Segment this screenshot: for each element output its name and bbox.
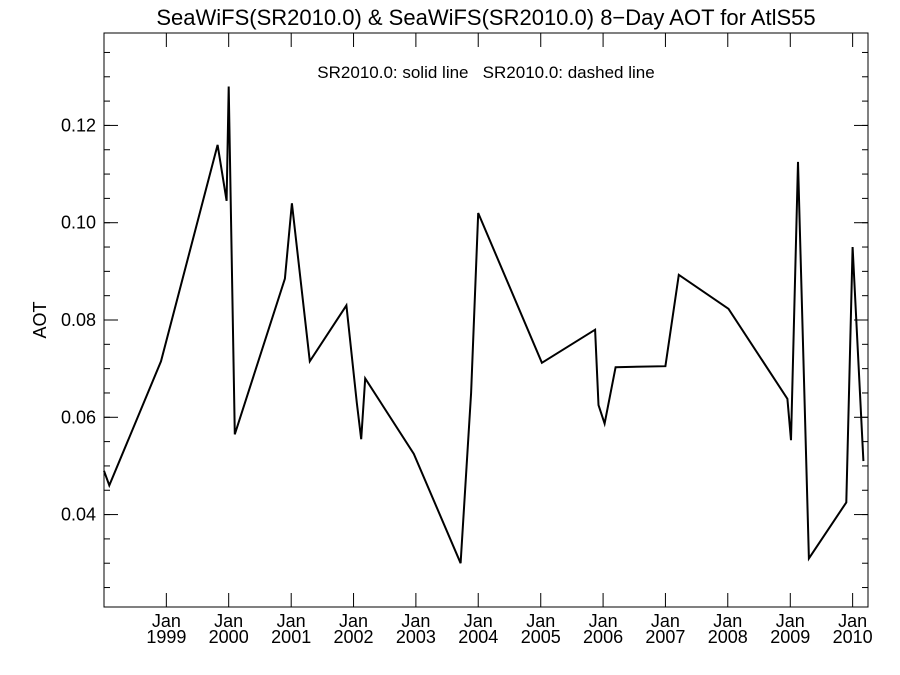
x-tick-month-label: Jan xyxy=(651,611,680,631)
series-group xyxy=(103,86,865,564)
x-axis-ticks: Jan1999Jan2000Jan2001Jan2002Jan2003Jan20… xyxy=(146,33,873,647)
x-tick-year-label: 2005 xyxy=(521,627,561,647)
x-tick-month-label: Jan xyxy=(838,611,867,631)
x-tick-month-label: Jan xyxy=(214,611,243,631)
legend-text: SR2010.0: solid line SR2010.0: dashed li… xyxy=(317,63,654,82)
x-tick-year-label: 2000 xyxy=(209,627,249,647)
x-tick-year-label: 1999 xyxy=(146,627,186,647)
y-tick-label: 0.08 xyxy=(61,310,96,330)
x-tick-month-label: Jan xyxy=(713,611,742,631)
y-tick-label: 0.10 xyxy=(61,213,96,233)
y-tick-label: 0.12 xyxy=(61,115,96,135)
chart-title: SeaWiFS(SR2010.0) & SeaWiFS(SR2010.0) 8−… xyxy=(156,5,815,30)
x-tick-year-label: 2010 xyxy=(833,627,873,647)
series-line-solid xyxy=(103,86,865,564)
x-tick-month-label: Jan xyxy=(776,611,805,631)
x-tick-month-label: Jan xyxy=(464,611,493,631)
x-tick-year-label: 2006 xyxy=(583,627,623,647)
y-tick-label: 0.06 xyxy=(61,407,96,427)
x-tick-year-label: 2001 xyxy=(271,627,311,647)
y-axis-ticks: 0.04 0.06 0.08 0.10 0.12 xyxy=(61,115,868,525)
x-tick-month-label: Jan xyxy=(339,611,368,631)
x-tick-month-label: Jan xyxy=(401,611,430,631)
x-tick-month-label: Jan xyxy=(277,611,306,631)
y-minor-ticks xyxy=(104,51,868,589)
x-tick-year-label: 2002 xyxy=(334,627,374,647)
x-tick-month-label: Jan xyxy=(589,611,618,631)
x-tick-year-label: 2008 xyxy=(708,627,748,647)
plot-frame xyxy=(103,32,869,608)
x-tick-month-label: Jan xyxy=(526,611,555,631)
x-tick-year-label: 2007 xyxy=(645,627,685,647)
y-tick-label: 0.04 xyxy=(61,505,96,525)
x-tick-year-label: 2004 xyxy=(458,627,498,647)
x-tick-year-label: 2003 xyxy=(396,627,436,647)
x-tick-month-label: Jan xyxy=(152,611,181,631)
x-tick-year-label: 2009 xyxy=(770,627,810,647)
y-axis-label: AOT xyxy=(30,301,50,338)
